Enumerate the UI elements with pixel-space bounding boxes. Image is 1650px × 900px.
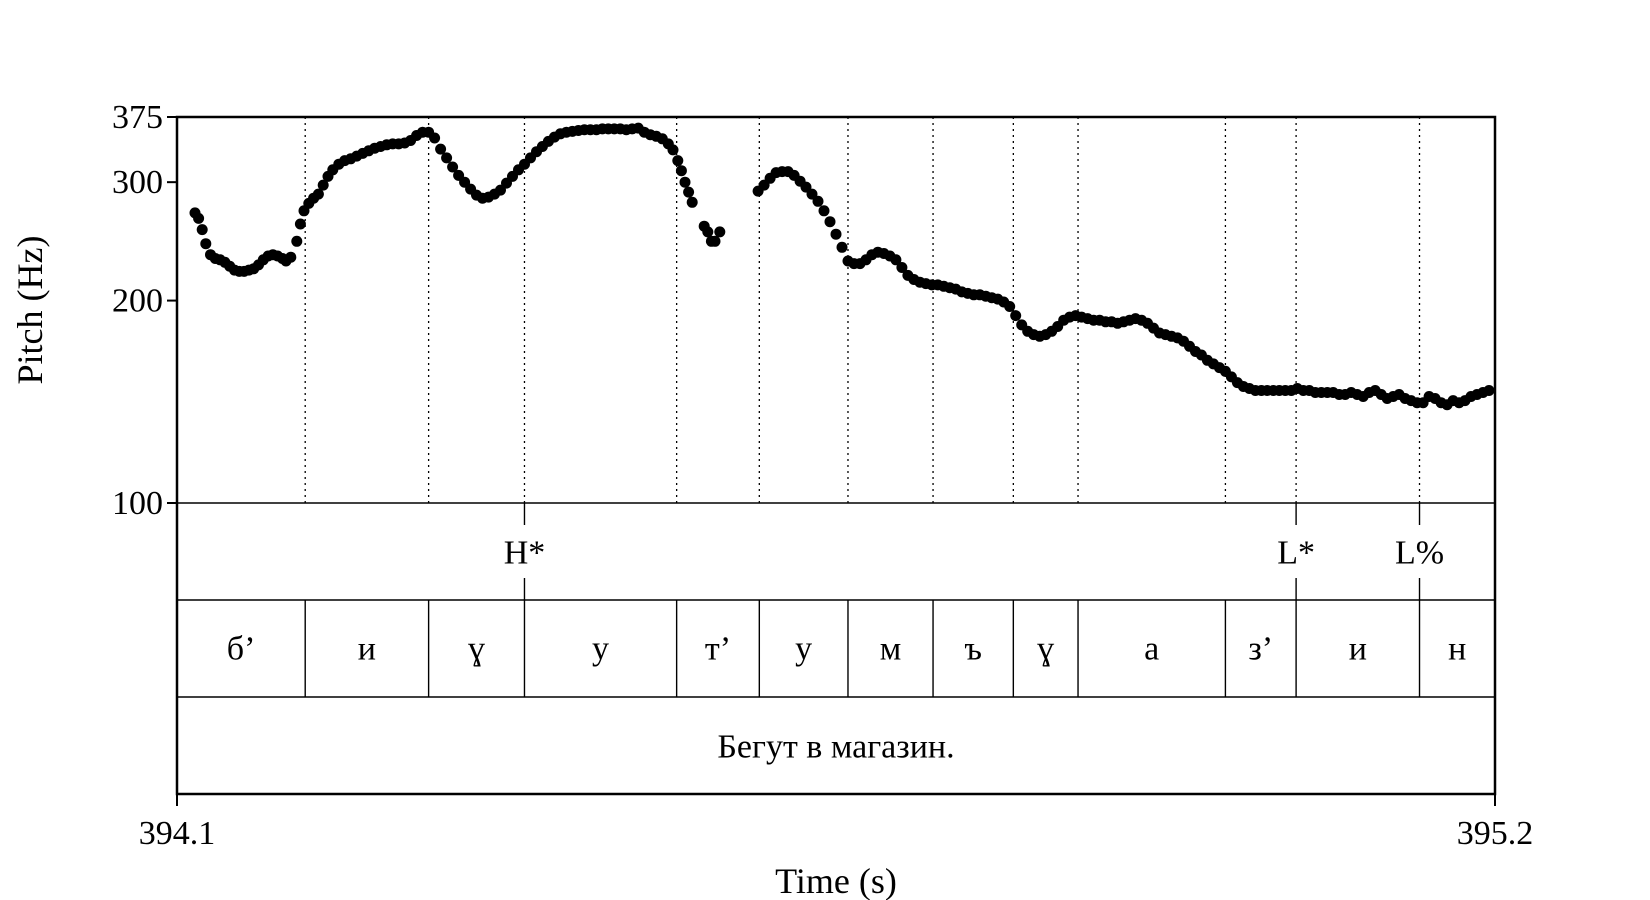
frame [175, 115, 1497, 796]
pitch-point [702, 226, 714, 238]
pitch-point [890, 254, 902, 266]
pitch-point [196, 224, 208, 236]
pitch-point [686, 196, 698, 208]
y-tick-label: 300 [112, 164, 163, 201]
pitch-point [812, 195, 824, 207]
pitch-point [714, 226, 726, 238]
tier-lines [177, 502, 1495, 698]
tone-label: L% [1395, 535, 1444, 572]
phone-label: у [592, 631, 609, 668]
phone-label: и [1349, 631, 1367, 668]
y-tick-label: 200 [112, 283, 163, 320]
pitch-point [896, 262, 908, 273]
x-tick-label: 394.1 [139, 815, 216, 852]
x-tick-label: 395.2 [1457, 815, 1534, 852]
chart-frame [175, 115, 1497, 796]
pitch-point [447, 161, 459, 173]
pitch-point [667, 144, 679, 156]
pitch-point [709, 235, 721, 247]
pitch-point [200, 238, 212, 250]
x-axis: 394.1 395.2 [139, 794, 1534, 852]
pitch-point [1483, 385, 1495, 396]
pitch-point [1010, 310, 1022, 322]
tone-tier: H* L* L% [504, 503, 1444, 600]
pitch-point [435, 143, 447, 155]
phone-label: у [795, 631, 812, 668]
pitch-point [818, 205, 830, 217]
phone-tier: б’ и ɣ у т’ у м ъ ɣ а з’ и н [227, 631, 1467, 668]
pitch-point [679, 176, 691, 188]
y-axis-title: Pitch (Hz) [10, 236, 50, 385]
sentence-label: Бегут в магазин. [717, 729, 954, 766]
phone-label: м [880, 631, 902, 668]
x-axis-title: Time (s) [775, 861, 897, 900]
phone-label: з’ [1248, 631, 1273, 668]
phone-label: а [1144, 631, 1159, 668]
y-axis: 100 200 300 375 [112, 99, 177, 522]
pitch-point [672, 155, 684, 167]
pitch-points [189, 122, 1495, 411]
pitch-point [824, 216, 836, 228]
tone-label: L* [1277, 535, 1315, 572]
phone-label: ɣ [468, 631, 485, 668]
pitch-point [836, 241, 848, 253]
phone-label: и [358, 631, 376, 668]
pitch-point [291, 235, 303, 247]
pitch-point [312, 188, 324, 200]
pitch-point [285, 251, 297, 263]
grid-lines [304, 117, 1421, 503]
pitch-point [294, 218, 306, 230]
tone-label: H* [504, 535, 546, 572]
pitch-point [683, 186, 695, 198]
phone-label: т’ [705, 631, 731, 668]
phone-label: ъ [964, 631, 982, 668]
pitch-point [806, 188, 818, 200]
pitch-point [1004, 301, 1016, 312]
y-tick-label: 100 [112, 485, 163, 522]
pitch-point [830, 228, 842, 240]
sentence-tier: Бегут в магазин. [717, 729, 954, 766]
phone-label: б’ [227, 631, 256, 668]
pitch-point [441, 152, 453, 164]
pitch-point [675, 165, 687, 177]
y-tick-label: 375 [112, 99, 163, 136]
pitch-point [317, 179, 329, 191]
pitch-point [193, 212, 205, 224]
phone-label: н [1448, 631, 1466, 668]
phone-label: ɣ [1037, 631, 1054, 668]
pitch-point [429, 132, 441, 144]
